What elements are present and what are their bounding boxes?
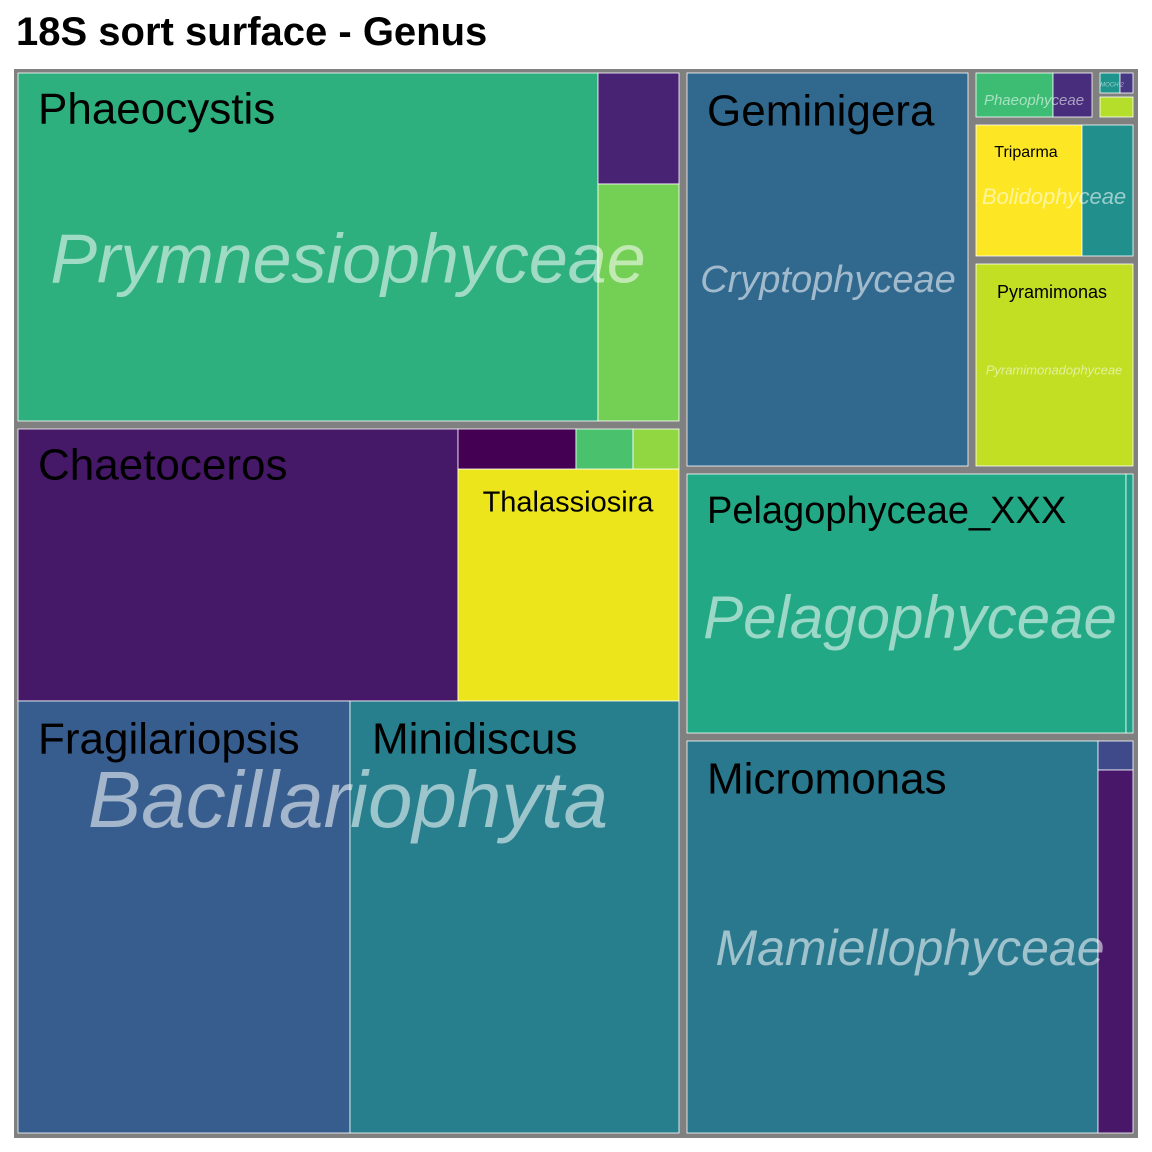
tile-pelagophyceae-pelagophyceae-xxx[interactable] (686, 473, 1127, 734)
group-pyramimonadophyceae: Pyramimonas (975, 263, 1134, 467)
group-phaeophyceae (975, 72, 1093, 118)
genus-label-pyramimonas: Pyramimonas (997, 282, 1107, 302)
tile-bacillariophyta-chaetoceros[interactable] (17, 428, 459, 702)
group-label-moch-2: MOCH-2 (1100, 83, 1124, 89)
genus-label-chaetoceros: Chaetoceros (38, 441, 287, 490)
tile-bacillariophyta-2[interactable] (457, 428, 577, 470)
group-label-bacillariophyta: Bacillariophyta (88, 755, 608, 844)
group-moch-2 (1099, 72, 1134, 94)
genus-label-triparma: Triparma (994, 144, 1058, 161)
group-prymnesiophyceae: Phaeocystis (17, 72, 680, 422)
genus-label-geminigera: Geminigera (707, 87, 935, 136)
tile-group-0[interactable] (1099, 96, 1134, 118)
tile-pyramimonadophyceae-pyramimonas[interactable] (975, 263, 1134, 467)
group-label-pyramimonadophyceae: Pyramimonadophyceae (986, 362, 1123, 377)
group-label-pelagophyceae: Pelagophyceae (703, 584, 1117, 651)
group-label-prymnesiophyceae: Prymnesiophyceae (50, 219, 645, 297)
group-label-cryptophyceae: Cryptophyceae (700, 259, 956, 301)
tile-prymnesiophyceae-phaeocystis[interactable] (17, 72, 599, 422)
tile-bacillariophyta-4[interactable] (632, 428, 680, 470)
group-pelagophyceae: Pelagophyceae_XXX (686, 473, 1134, 734)
tile-bacillariophyta-3[interactable] (575, 428, 634, 470)
genus-label-micromonas: Micromonas (707, 755, 947, 804)
tile-bolidophyceae-triparma[interactable] (975, 124, 1083, 257)
genus-label-pelagophyceae-xxx: Pelagophyceae_XXX (707, 490, 1066, 532)
group-label-mamiellophyceae: Mamiellophyceae (715, 920, 1104, 976)
tile-bacillariophyta-minidiscus[interactable] (349, 700, 680, 1134)
genus-label-phaeocystis: Phaeocystis (38, 85, 275, 134)
group-group-5 (1099, 96, 1134, 118)
group-label-bolidophyceae: Bolidophyceae (982, 184, 1126, 209)
group-cryptophyceae: Geminigera (686, 72, 969, 467)
genus-label-thalassiosira: Thalassiosira (483, 487, 655, 519)
group-mamiellophyceae: Micromonas (686, 740, 1134, 1134)
tile-phaeophyceae-1[interactable] (1052, 72, 1093, 118)
tile-phaeophyceae-0[interactable] (975, 72, 1054, 118)
chart-title: 18S sort surface - Genus (16, 10, 488, 54)
genus-label-minidiscus: Minidiscus (372, 715, 577, 764)
genus-label-fragilariopsis: Fragilariopsis (38, 715, 300, 764)
group-label-phaeophyceae: Phaeophyceae (984, 92, 1084, 109)
tile-moch-2-1[interactable] (1119, 72, 1134, 94)
tile-mamiellophyceae-micromonas[interactable] (686, 740, 1099, 1134)
tile-bacillariophyta-fragilariopsis[interactable] (17, 700, 351, 1134)
tile-cryptophyceae-geminigera[interactable] (686, 72, 969, 467)
tile-prymnesiophyceae-2[interactable] (597, 183, 680, 422)
tile-mamiellophyceae-2[interactable] (1097, 769, 1134, 1134)
tile-bolidophyceae-1[interactable] (1081, 124, 1134, 257)
tile-pelagophyceae-1[interactable] (1125, 473, 1134, 734)
tile-bacillariophyta-thalassiosira[interactable] (457, 468, 680, 702)
tile-prymnesiophyceae-1[interactable] (597, 72, 680, 185)
group-bacillariophyta: Chaetoceros Thalassiosira Fragilariopsis Mi… (17, 428, 680, 1134)
group-bolidophyceae: Triparma (975, 124, 1134, 257)
tile-mamiellophyceae-1[interactable] (1097, 740, 1134, 771)
